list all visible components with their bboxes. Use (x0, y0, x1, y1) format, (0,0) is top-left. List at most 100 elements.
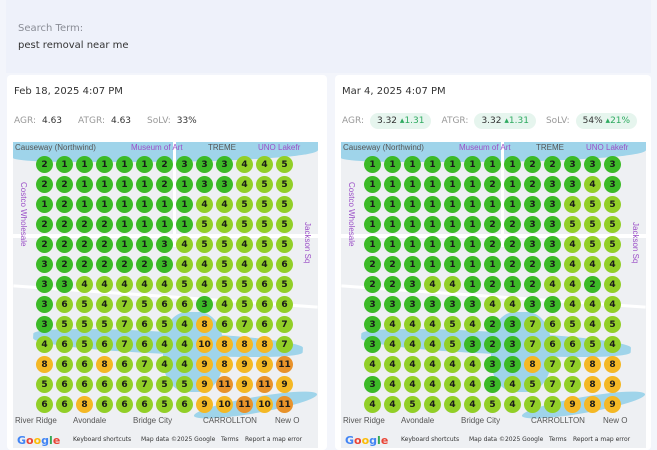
rank-pin[interactable]: 2 (76, 216, 93, 233)
keyboard-shortcuts-link[interactable]: Keyboard shortcuts (73, 436, 132, 443)
rank-pin[interactable]: 2 (504, 236, 521, 253)
rank-pin[interactable]: 2 (384, 276, 401, 293)
rank-pin[interactable]: 6 (36, 396, 53, 413)
rank-pin[interactable]: 8 (584, 396, 601, 413)
rank-pin[interactable]: 4 (564, 236, 581, 253)
rank-pin[interactable]: 5 (176, 376, 193, 393)
rank-pin[interactable]: 1 (136, 156, 153, 173)
rank-pin[interactable]: 5 (276, 196, 293, 213)
rank-pin[interactable]: 4 (484, 296, 501, 313)
rank-pin[interactable]: 3 (216, 156, 233, 173)
rank-pin[interactable]: 4 (176, 316, 193, 333)
rank-pin[interactable]: 3 (524, 196, 541, 213)
rank-pin[interactable]: 2 (96, 216, 113, 233)
rank-pin[interactable]: 7 (524, 316, 541, 333)
rank-pin[interactable]: 4 (444, 396, 461, 413)
rank-pin[interactable]: 1 (364, 156, 381, 173)
rank-pin[interactable]: 5 (196, 236, 213, 253)
rank-pin[interactable]: 4 (236, 256, 253, 273)
rank-pin[interactable]: 6 (96, 376, 113, 393)
rank-pin[interactable]: 1 (464, 276, 481, 293)
rank-pin[interactable]: 7 (116, 316, 133, 333)
rank-pin[interactable]: 2 (76, 236, 93, 253)
rank-pin[interactable]: 6 (56, 336, 73, 353)
rank-pin[interactable]: 3 (196, 156, 213, 173)
rank-pin[interactable]: 2 (484, 216, 501, 233)
rank-pin[interactable]: 3 (484, 376, 501, 393)
rank-pin[interactable]: 4 (364, 356, 381, 373)
rank-pin[interactable]: 9 (276, 376, 293, 393)
rank-pin[interactable]: 5 (584, 336, 601, 353)
rank-pin[interactable]: 4 (404, 336, 421, 353)
rank-pin[interactable]: 3 (36, 276, 53, 293)
rank-pin[interactable]: 6 (276, 256, 293, 273)
rank-pin[interactable]: 11 (276, 356, 293, 373)
rank-pin[interactable]: 4 (156, 336, 173, 353)
rank-pin[interactable]: 3 (464, 296, 481, 313)
rank-pin[interactable]: 2 (76, 256, 93, 273)
rank-pin[interactable]: 10 (196, 336, 213, 353)
rank-pin[interactable]: 4 (404, 356, 421, 373)
rank-pin[interactable]: 1 (76, 196, 93, 213)
rank-pin[interactable]: 6 (176, 396, 193, 413)
rank-pin[interactable]: 2 (96, 236, 113, 253)
report-map-error-link[interactable]: Report a map error (573, 436, 631, 443)
rank-pin[interactable]: 6 (56, 396, 73, 413)
rank-pin[interactable]: 1 (404, 216, 421, 233)
rank-pin[interactable]: 1 (116, 176, 133, 193)
rank-pin[interactable]: 2 (156, 176, 173, 193)
report-map-error-link[interactable]: Report a map error (245, 436, 303, 443)
rank-pin[interactable]: 4 (584, 176, 601, 193)
rank-pin[interactable]: 1 (484, 156, 501, 173)
rank-pin[interactable]: 4 (464, 376, 481, 393)
rank-pin[interactable]: 5 (216, 236, 233, 253)
rank-pin[interactable]: 11 (276, 396, 293, 413)
rank-pin[interactable]: 2 (364, 276, 381, 293)
rank-pin[interactable]: 4 (604, 336, 621, 353)
rank-pin[interactable]: 7 (564, 356, 581, 373)
rank-pin[interactable]: 5 (276, 236, 293, 253)
rank-pin[interactable]: 6 (116, 396, 133, 413)
rank-pin[interactable]: 5 (444, 316, 461, 333)
rank-pin[interactable]: 2 (484, 236, 501, 253)
rank-pin[interactable]: 3 (524, 296, 541, 313)
rank-pin[interactable]: 6 (176, 296, 193, 313)
rank-pin[interactable]: 4 (504, 396, 521, 413)
rank-pin[interactable]: 1 (404, 176, 421, 193)
rank-pin[interactable]: 5 (236, 216, 253, 233)
rank-pin[interactable]: 4 (96, 296, 113, 313)
rank-pin[interactable]: 1 (404, 236, 421, 253)
rank-pin[interactable]: 3 (584, 156, 601, 173)
rank-pin[interactable]: 6 (256, 316, 273, 333)
rank-pin[interactable]: 5 (276, 176, 293, 193)
rank-pin[interactable]: 9 (236, 376, 253, 393)
rank-pin[interactable]: 2 (524, 256, 541, 273)
rank-pin[interactable]: 4 (176, 356, 193, 373)
rank-pin[interactable]: 9 (236, 356, 253, 373)
rank-pin[interactable]: 6 (96, 336, 113, 353)
rank-pin[interactable]: 4 (236, 176, 253, 193)
rank-pin[interactable]: 2 (504, 216, 521, 233)
rank-pin[interactable]: 1 (176, 216, 193, 233)
rank-pin[interactable]: 3 (364, 376, 381, 393)
rank-pin[interactable]: 4 (404, 376, 421, 393)
rank-pin[interactable]: 4 (136, 276, 153, 293)
rank-pin[interactable]: 5 (604, 216, 621, 233)
rank-pin[interactable]: 3 (544, 236, 561, 253)
rank-pin[interactable]: 8 (216, 336, 233, 353)
rank-pin[interactable]: 4 (256, 156, 273, 173)
rank-pin[interactable]: 3 (504, 316, 521, 333)
rank-pin[interactable]: 4 (216, 216, 233, 233)
rank-pin[interactable]: 2 (36, 176, 53, 193)
rank-pin[interactable]: 2 (544, 156, 561, 173)
rank-pin[interactable]: 4 (584, 316, 601, 333)
rank-pin[interactable]: 5 (136, 296, 153, 313)
rank-pin[interactable]: 5 (76, 336, 93, 353)
rank-pin[interactable]: 5 (604, 316, 621, 333)
rank-pin[interactable]: 1 (484, 256, 501, 273)
rank-grid-map[interactable]: UNO Lakefr Causeway (Northwind) Museum of … (341, 142, 646, 448)
rank-pin[interactable]: 11 (256, 376, 273, 393)
rank-pin[interactable]: 4 (156, 356, 173, 373)
rank-pin[interactable]: 6 (136, 396, 153, 413)
rank-pin[interactable]: 1 (424, 256, 441, 273)
